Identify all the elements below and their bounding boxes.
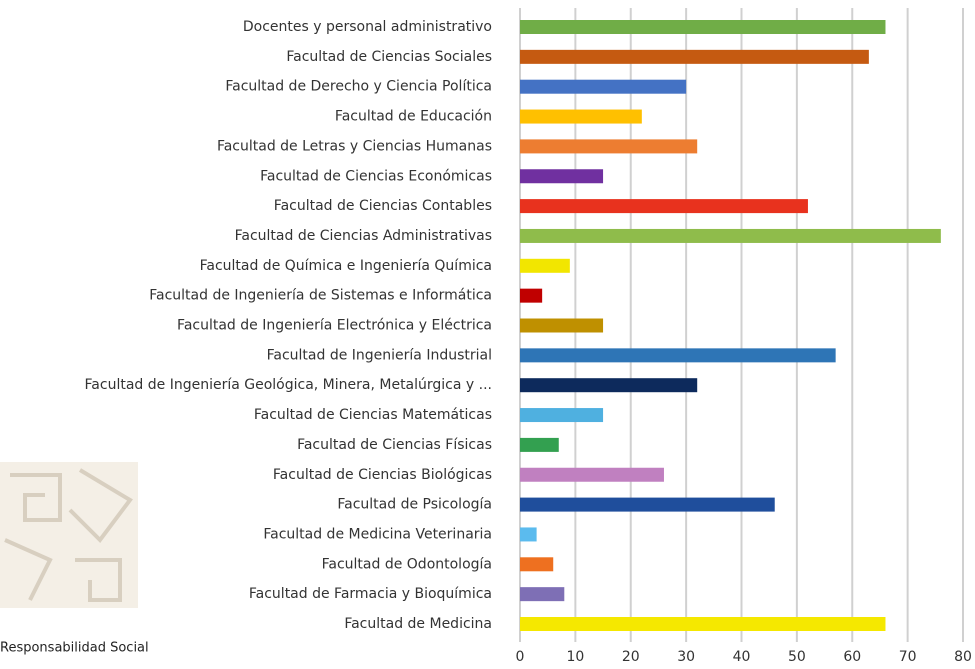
y-tick-label: Facultad de Ciencias Sociales bbox=[286, 49, 492, 65]
bar bbox=[520, 498, 775, 512]
x-tick-label: 30 bbox=[677, 649, 695, 665]
branding-text: Responsabilidad Social bbox=[0, 641, 149, 656]
bar bbox=[520, 378, 697, 392]
bar bbox=[520, 229, 941, 243]
bar bbox=[520, 80, 686, 94]
y-tick-label: Facultad de Química e Ingeniería Química bbox=[200, 258, 492, 274]
y-tick-label: Facultad de Educación bbox=[335, 109, 492, 125]
x-tick-label: 50 bbox=[788, 649, 806, 665]
y-tick-label: Facultad de Derecho y Ciencia Política bbox=[225, 79, 492, 95]
y-tick-label: Facultad de Ingeniería Industrial bbox=[267, 347, 492, 363]
x-tick-label: 10 bbox=[566, 649, 584, 665]
bar bbox=[520, 557, 553, 571]
y-tick-label: Facultad de Medicina bbox=[344, 616, 492, 632]
x-tick-label: 20 bbox=[622, 649, 640, 665]
y-tick-label: Facultad de Ciencias Físicas bbox=[297, 437, 492, 453]
bar bbox=[520, 139, 697, 153]
x-tick-label: 0 bbox=[516, 649, 525, 665]
bar bbox=[520, 110, 642, 124]
y-tick-label: Facultad de Odontología bbox=[322, 556, 492, 572]
x-tick-label: 60 bbox=[843, 649, 861, 665]
bar bbox=[520, 199, 808, 213]
y-tick-label: Facultad de Ciencias Contables bbox=[274, 198, 492, 214]
y-tick-label: Facultad de Ciencias Administrativas bbox=[235, 228, 492, 244]
bar bbox=[520, 289, 542, 303]
bar bbox=[520, 587, 564, 601]
y-tick-label: Facultad de Medicina Veterinaria bbox=[263, 526, 492, 542]
y-tick-label: Facultad de Psicología bbox=[337, 497, 492, 513]
bar bbox=[520, 319, 603, 333]
y-tick-label: Facultad de Letras y Ciencias Humanas bbox=[217, 138, 492, 154]
bar bbox=[520, 169, 603, 183]
bar bbox=[520, 527, 537, 541]
x-tick-label: 80 bbox=[954, 649, 972, 665]
y-tick-label: Facultad de Ingeniería Electrónica y Elé… bbox=[177, 318, 492, 334]
bar bbox=[520, 408, 603, 422]
bar bbox=[520, 20, 885, 34]
logo-pattern bbox=[0, 462, 138, 608]
y-tick-label: Facultad de Farmacia y Bioquímica bbox=[249, 586, 492, 602]
bar bbox=[520, 348, 836, 362]
bar bbox=[520, 468, 664, 482]
bar bbox=[520, 617, 885, 631]
chart: Responsabilidad Social 0 10 20 30 40 50 60 70 80… bbox=[0, 0, 975, 669]
y-tick-label: Facultad de Ciencias Biológicas bbox=[273, 467, 492, 483]
bar bbox=[520, 50, 869, 64]
x-tick-label: 70 bbox=[899, 649, 917, 665]
bar bbox=[520, 438, 559, 452]
x-tick-label: 40 bbox=[733, 649, 751, 665]
bar bbox=[520, 259, 570, 273]
y-tick-label: Docentes y personal administrativo bbox=[243, 19, 492, 35]
y-tick-label: Facultad de Ciencias Matemáticas bbox=[254, 407, 492, 423]
y-tick-label: Facultad de Ingeniería Geológica, Minera… bbox=[85, 377, 492, 393]
y-tick-label: Facultad de Ingeniería de Sistemas e Inf… bbox=[149, 288, 492, 304]
y-tick-label: Facultad de Ciencias Económicas bbox=[260, 168, 492, 184]
